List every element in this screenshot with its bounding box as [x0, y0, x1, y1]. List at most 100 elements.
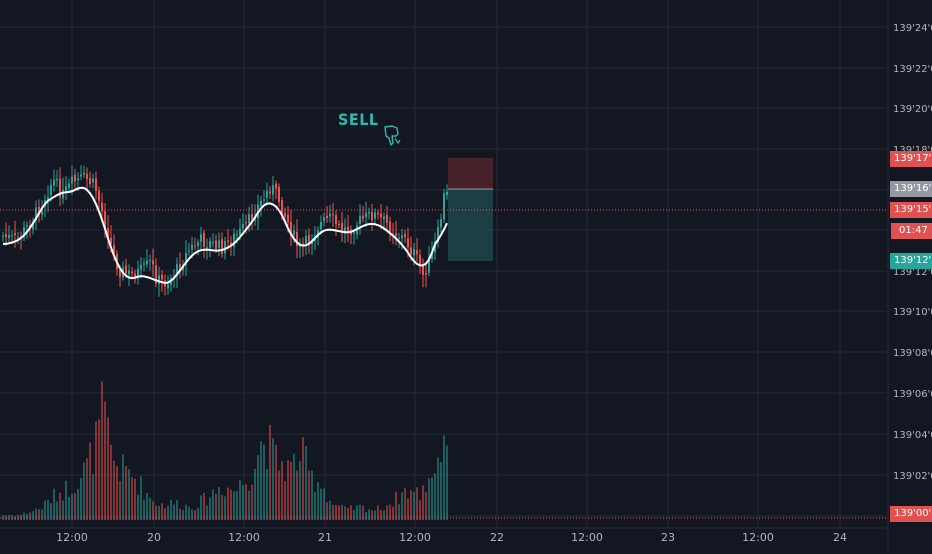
volume-bar	[77, 488, 79, 520]
candle-body	[26, 225, 28, 227]
volume-bar	[74, 493, 76, 520]
volume-bar	[239, 480, 241, 520]
volume-bar	[329, 500, 331, 520]
volume-bar	[119, 481, 121, 520]
volume-bar	[8, 514, 10, 520]
volume-bar	[176, 500, 178, 520]
volume-bar	[116, 466, 118, 520]
candle-body	[113, 245, 115, 253]
volume-bar	[35, 508, 37, 520]
volume-base-tag: 139'00'0	[890, 506, 932, 522]
candle-body	[296, 231, 298, 247]
volume-bar	[56, 501, 58, 520]
volume-bar	[344, 506, 346, 520]
volume-bar	[242, 485, 244, 520]
volume-bar	[131, 477, 133, 520]
volume-bar	[59, 492, 61, 520]
volume-bar	[311, 470, 313, 520]
price-tick-label: 139'22'0	[893, 64, 932, 75]
volume-bar	[308, 470, 310, 520]
candle-body	[413, 249, 415, 256]
volume-bar	[431, 477, 433, 520]
stop-loss-zone	[448, 158, 493, 189]
candle-body	[443, 193, 445, 220]
volume-bar	[26, 514, 28, 520]
candle-body	[410, 247, 412, 254]
candle-body	[386, 214, 388, 223]
candle-body	[62, 189, 64, 199]
candle-body	[248, 214, 250, 224]
volume-bar	[422, 485, 424, 520]
volume-bar	[383, 510, 385, 520]
volume-bar	[332, 505, 334, 520]
volume-bars	[2, 381, 448, 520]
candle-body	[86, 173, 88, 179]
volume-bar	[212, 489, 214, 520]
volume-bar	[293, 453, 295, 520]
stop-loss-price-tag[interactable]: 139'17'5	[890, 151, 932, 167]
volume-bar	[167, 505, 169, 520]
short-position-tool[interactable]	[448, 158, 493, 261]
candle-body	[53, 180, 55, 186]
candle-body	[68, 183, 70, 188]
volume-bar	[32, 511, 34, 520]
candle-body	[383, 216, 385, 220]
candle-body	[209, 241, 211, 248]
volume-bar	[128, 469, 130, 520]
candle-body	[143, 263, 145, 265]
take-profit-price-tag[interactable]: 139'12'5	[890, 253, 932, 269]
volume-bar	[44, 500, 46, 520]
candle-body	[95, 178, 97, 192]
volume-bar	[404, 488, 406, 520]
volume-bar	[122, 454, 124, 520]
volume-bar	[215, 493, 217, 520]
time-tick-label: 24	[833, 531, 847, 544]
volume-bar	[353, 510, 355, 520]
candle-body	[278, 186, 280, 203]
thumbs-down-icon	[380, 124, 404, 150]
candle-body	[335, 215, 337, 225]
volume-bar	[350, 505, 352, 520]
candle-body	[188, 250, 190, 252]
volume-bar	[221, 494, 223, 520]
candle-body	[56, 179, 58, 181]
volume-bar	[23, 512, 25, 520]
candle-body	[281, 200, 283, 215]
volume-bar	[107, 417, 109, 520]
candle-body	[275, 183, 277, 189]
sell-annotation: SELL	[338, 110, 379, 129]
volume-bar	[71, 493, 73, 520]
candle-body	[212, 242, 214, 244]
candle-body	[437, 227, 439, 243]
candle-body	[50, 184, 52, 196]
candle-body	[239, 228, 241, 236]
candle-body	[305, 236, 307, 244]
time-tick-label: 12:00	[399, 531, 431, 544]
candle-body	[65, 186, 67, 191]
price-tick-label: 139'18'0	[893, 145, 932, 156]
candle-body	[320, 222, 322, 230]
candle-body	[284, 212, 286, 217]
candle-body	[5, 234, 7, 238]
candle-body	[194, 245, 196, 247]
volume-bar	[224, 496, 226, 520]
volume-bar	[260, 441, 262, 520]
candle-body	[104, 211, 106, 228]
candle-body	[110, 237, 112, 245]
volume-bar	[320, 488, 322, 520]
volume-bar	[29, 512, 31, 520]
volume-bar	[188, 506, 190, 520]
volume-bar	[191, 509, 193, 520]
candle-body	[365, 212, 367, 218]
volume-bar	[134, 478, 136, 520]
volume-bar	[437, 457, 439, 520]
volume-bar	[146, 492, 148, 520]
candle-body	[371, 212, 373, 221]
volume-bar	[371, 510, 373, 520]
volume-bar	[185, 504, 187, 520]
candle-body	[200, 234, 202, 242]
candle-body	[71, 176, 73, 184]
time-tick-label: 23	[661, 531, 675, 544]
